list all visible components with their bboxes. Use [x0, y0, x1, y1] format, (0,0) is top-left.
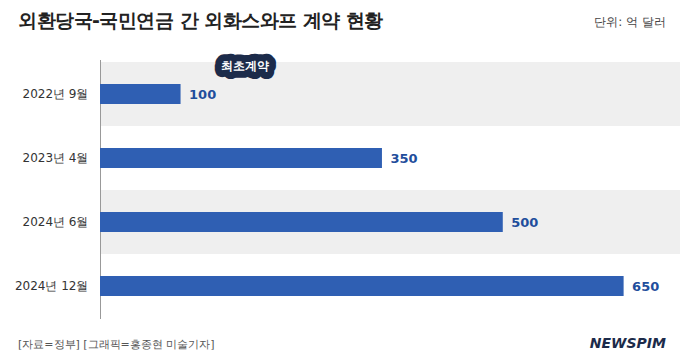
svg-text:2023년 4월: 2023년 4월 — [23, 151, 89, 165]
svg-text:2024년 6월: 2024년 6월 — [23, 215, 89, 229]
html-text:[자료=정부] [그래픽=홍종현 미술기자]: [자료=정부] [그래픽=홍종현 미술기자] — [18, 338, 215, 351]
html-text:외환당국-국민연금 간 외화스와프 계약 현황: 외환당국-국민연금 간 외화스와프 계약 현황 — [18, 9, 383, 31]
svg-text:100: 100 — [189, 87, 216, 102]
svg-text:650: 650 — [632, 279, 659, 294]
html-text:NEWSPIM: NEWSPIM — [589, 335, 666, 351]
svg-text:2022년 9월: 2022년 9월 — [23, 87, 89, 101]
svg-text:500: 500 — [511, 215, 538, 230]
html-text:단위: 억 달러: 단위: 억 달러 — [594, 15, 666, 29]
svg-text:최초계약: 최초계약 — [221, 59, 269, 73]
svg-text:2024년 12월: 2024년 12월 — [15, 279, 89, 293]
svg-text:350: 350 — [390, 151, 417, 166]
